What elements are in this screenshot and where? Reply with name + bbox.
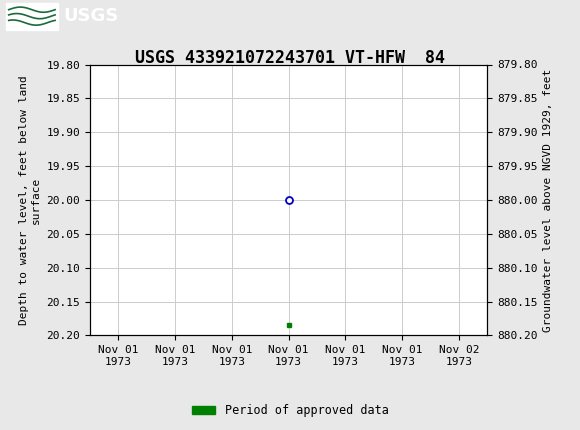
Text: USGS 433921072243701 VT-HFW  84: USGS 433921072243701 VT-HFW 84 bbox=[135, 49, 445, 68]
Y-axis label: Depth to water level, feet below land
surface: Depth to water level, feet below land su… bbox=[19, 75, 41, 325]
Text: USGS: USGS bbox=[64, 7, 119, 25]
Legend: Period of approved data: Period of approved data bbox=[187, 399, 393, 422]
FancyBboxPatch shape bbox=[6, 3, 58, 30]
Y-axis label: Groundwater level above NGVD 1929, feet: Groundwater level above NGVD 1929, feet bbox=[543, 68, 553, 332]
